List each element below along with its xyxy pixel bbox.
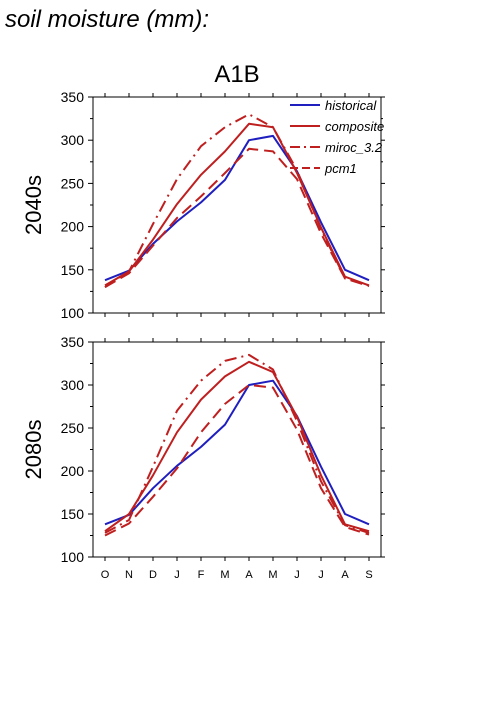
x-tick-label: S (365, 569, 372, 581)
legend-label: composite (325, 119, 384, 134)
x-tick-label: M (268, 569, 277, 581)
chart-panel-2040s: 100 150 200 250 300 350 2040s historical composi… (21, 89, 385, 321)
y-tick-label: 150 (61, 506, 85, 522)
y-tick-label: 250 (61, 175, 85, 191)
x-tick-label: O (101, 569, 110, 581)
y-tick-label: 300 (61, 132, 85, 148)
series-line-historical (104, 134, 370, 282)
y-tick-label: 100 (61, 549, 85, 565)
x-tick-label: F (198, 569, 205, 581)
legend-label: miroc_3.2 (325, 140, 383, 155)
series-line-miroc-3-2 (104, 113, 370, 288)
panel-label: 2080s (21, 420, 46, 480)
x-tick-label: J (294, 569, 300, 581)
legend-label: historical (325, 98, 377, 113)
chart-panel-2080s: 100 150 200 250 300 350 O N D J F M A M J J A S 2080s (21, 334, 385, 581)
y-tick-label: 150 (61, 262, 85, 278)
x-tick-label: J (174, 569, 180, 581)
y-tick-label: 250 (61, 420, 85, 436)
panel-label: 2040s (21, 175, 46, 235)
y-tick-label: 350 (61, 89, 85, 105)
series-line-composite (104, 360, 370, 533)
series-line-pcm1 (104, 147, 370, 288)
y-tick-label: 100 (61, 305, 85, 321)
x-tick-label: M (220, 569, 229, 581)
x-tick-label: A (245, 569, 253, 581)
scenario-label: A1B (214, 61, 259, 88)
legend: historical composite miroc_3.2 pcm1 (290, 98, 384, 176)
x-tick-label: J (318, 569, 324, 581)
x-tick-label: N (125, 569, 133, 581)
y-tick-label: 350 (61, 334, 85, 350)
y-tick-label: 200 (61, 463, 85, 479)
y-tick-label: 300 (61, 377, 85, 393)
series-line-historical (104, 379, 370, 526)
plot-frame (92, 341, 382, 558)
series-line-pcm1 (104, 384, 370, 537)
legend-label: pcm1 (324, 161, 357, 176)
figure-title: soil moisture (mm): (5, 6, 209, 33)
y-tick-label: 200 (61, 219, 85, 235)
x-tick-label: A (341, 569, 349, 581)
x-tick-label: D (149, 569, 157, 581)
series-line-miroc-3-2 (104, 353, 370, 534)
series-line-composite (104, 122, 370, 287)
